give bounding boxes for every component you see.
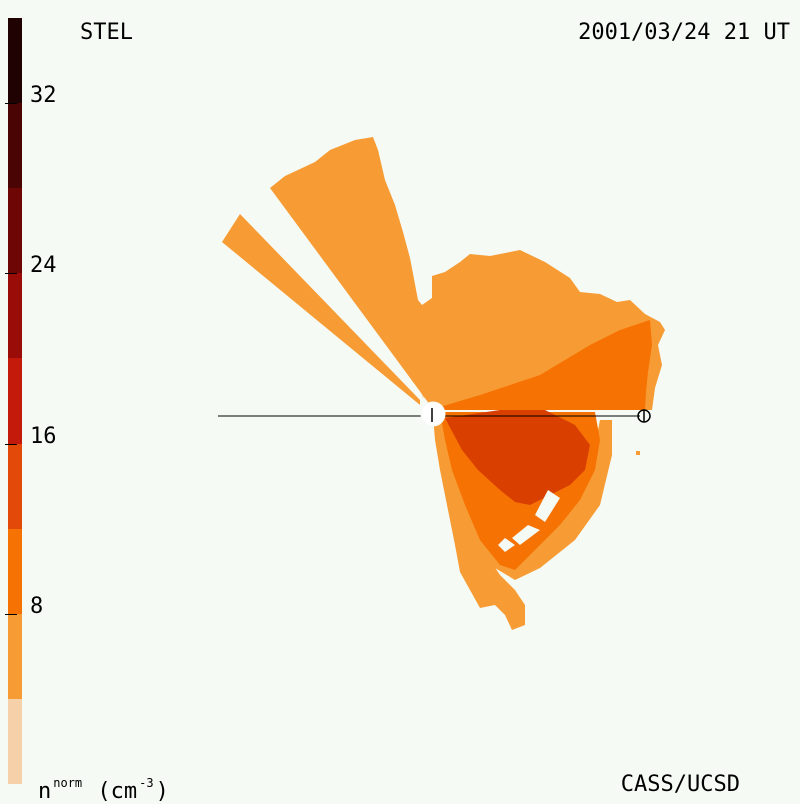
data-gap (512, 525, 540, 545)
colorbar-segment (8, 698, 22, 784)
density-region-level-2 (270, 137, 665, 410)
colorbar (8, 18, 22, 784)
colorbar-segment (8, 528, 22, 614)
colorbar-segment (8, 273, 22, 359)
colorbar-tick (5, 273, 17, 275)
earth-icon (637, 409, 651, 423)
colorbar-tick (5, 613, 17, 615)
density-region-level-2 (222, 214, 420, 405)
density-region-level-4 (445, 410, 590, 505)
data-speck (636, 451, 640, 455)
colorbar-segment (8, 103, 22, 189)
credit-label: CASS/UCSD (620, 772, 740, 797)
density-region-level-3 (430, 320, 652, 410)
colorbar-segment (8, 443, 22, 529)
colorbar-segment (8, 188, 22, 274)
data-gap (535, 490, 560, 522)
colorbar-tick-label: 24 (30, 253, 57, 279)
timestamp-label: 2001/03/24 21 UT (578, 20, 790, 45)
colorbar-tick (5, 443, 17, 445)
colorbar-tick-label: 32 (30, 83, 57, 109)
colorbar-segment (8, 358, 22, 444)
colorbar-tick (5, 103, 17, 105)
data-gap (498, 538, 515, 552)
units-label: n norm (cm -3) (38, 776, 169, 804)
colorbar-tick-label: 8 (30, 593, 44, 619)
density-region-level-2 (433, 415, 525, 630)
colorbar-segment (8, 613, 22, 699)
colorbar-segment (8, 18, 22, 104)
sun-icon (420, 401, 446, 427)
colorbar-tick-label: 16 (30, 423, 57, 449)
instrument-label: STEL (80, 20, 133, 45)
